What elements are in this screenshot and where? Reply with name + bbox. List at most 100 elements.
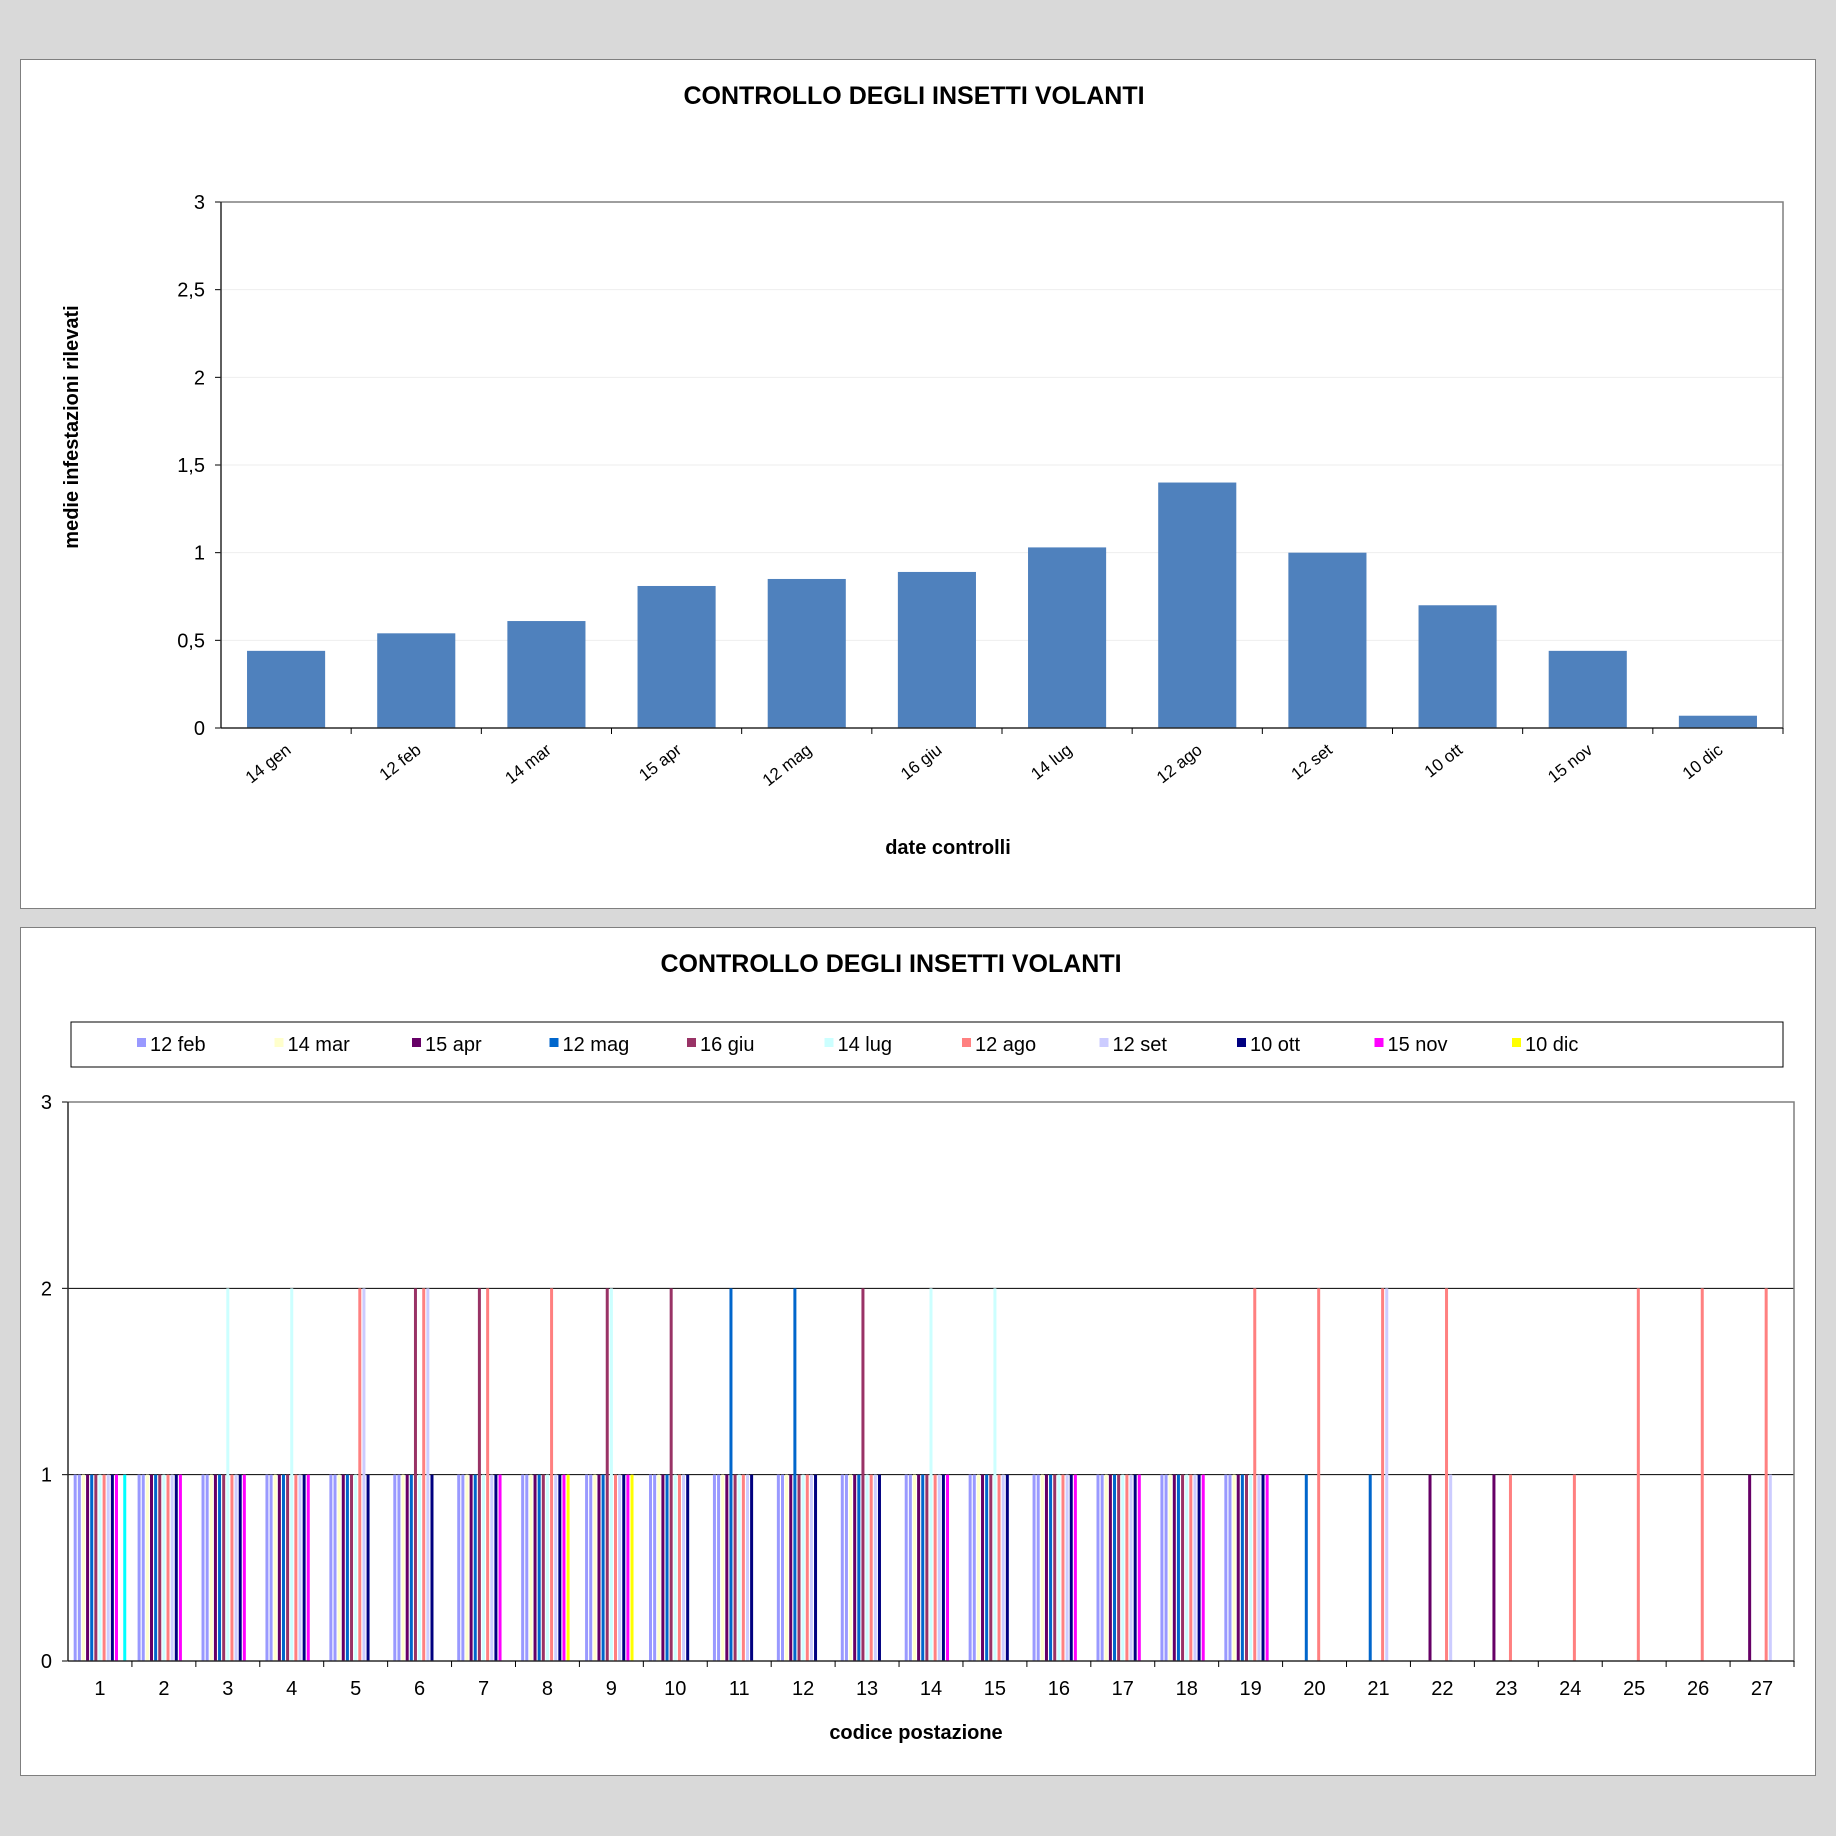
bar-station-19-12 feb — [1228, 1474, 1232, 1661]
bar-station-9-14 mar — [593, 1474, 597, 1661]
x-tick-label: 12 — [792, 1678, 814, 1700]
x-tick-label: 15 — [984, 1678, 1006, 1700]
bar-station-13-15 apr — [853, 1474, 857, 1661]
bar-15-apr — [637, 585, 716, 728]
bar-station-15-14 lug — [993, 1288, 997, 1661]
bar-14-mar — [507, 621, 586, 728]
y-tick-label: 2 — [194, 367, 205, 389]
bar-station-13-14 mar — [849, 1474, 853, 1661]
legend-label: 15 apr — [425, 1034, 482, 1056]
x-tick-label: 12 set — [1288, 740, 1336, 784]
bar-station-5-14 lug — [354, 1474, 358, 1661]
bar-station-5-16 giu — [350, 1474, 354, 1661]
bar-station-12-14 mar — [785, 1474, 789, 1661]
bar-station-17-12 mag — [1113, 1474, 1117, 1661]
x-tick-label: 15 nov — [1544, 740, 1596, 787]
bar-10-ott — [1418, 605, 1497, 728]
bar-station-9-12 set — [618, 1474, 622, 1661]
bar-station-10-10 ott — [686, 1474, 690, 1661]
legend-swatch — [1512, 1038, 1521, 1047]
bar-station-11-14 mar — [721, 1474, 725, 1661]
bar-10-dic — [1678, 715, 1757, 728]
bar-station-24-12 ago — [1572, 1474, 1576, 1661]
bar-station-16-12 set — [1065, 1474, 1069, 1661]
x-tick-label: 18 — [1176, 1678, 1198, 1700]
x-tick-label: 14 — [920, 1678, 942, 1700]
bar-station-11-16 giu — [733, 1474, 737, 1661]
x-tick-label: 5 — [350, 1678, 361, 1700]
x-tick-label: 22 — [1431, 1678, 1453, 1700]
bar-station-2-15 apr — [149, 1474, 153, 1661]
chart-panel-top: CONTROLLO DEGLI INSETTI VOLANTI medie in… — [20, 59, 1816, 909]
bar-station-14-12 feb — [908, 1474, 912, 1661]
bar-station-16-10 ott — [1069, 1474, 1073, 1661]
bar-station-2-16 giu — [158, 1474, 162, 1661]
bar-station-7-12 ago — [486, 1288, 490, 1661]
bar-station-3-12 set — [234, 1474, 238, 1661]
bar-station-6-16 giu — [413, 1288, 417, 1661]
bar-station-22-12 ago — [1445, 1288, 1449, 1661]
bar-station-19-12 mag — [1240, 1474, 1244, 1661]
bar-station-17-14 lug — [1121, 1474, 1125, 1661]
bar-station-4-16 giu — [286, 1474, 290, 1661]
x-tick-label: 27 — [1751, 1678, 1773, 1700]
bar-station-4-12 set — [298, 1474, 302, 1661]
bar-station-27-12 ago — [1764, 1288, 1768, 1661]
bar-station-8-12 mag — [537, 1474, 541, 1661]
bar-station-16-14 lug — [1057, 1474, 1061, 1661]
bar-station-3-15 nov — [242, 1474, 246, 1661]
bar-station-7-16 giu — [477, 1288, 481, 1661]
legend-label: 14 mar — [288, 1034, 351, 1056]
bar-station-1-14 mar — [81, 1474, 85, 1661]
x-axis-title: codice postazione — [829, 1722, 1002, 1744]
legend-swatch — [412, 1038, 421, 1047]
bar-station-4-14 mar — [273, 1474, 277, 1661]
bar-station-14-14 gen — [904, 1474, 908, 1661]
bar-station-18-10 ott — [1197, 1474, 1201, 1661]
bar-station-7-14 gen — [457, 1474, 461, 1661]
bar-station-3-15 apr — [213, 1474, 217, 1661]
bar-station-17-12 feb — [1100, 1474, 1104, 1661]
bar-station-14-12 mag — [921, 1474, 925, 1661]
bar-station-11-15 apr — [725, 1474, 729, 1661]
bar-station-8-15 nov — [562, 1474, 566, 1661]
bar-station-17-14 mar — [1104, 1474, 1108, 1661]
x-tick-label: 7 — [478, 1678, 489, 1700]
bar-station-7-14 mar — [465, 1474, 469, 1661]
bar-station-13-14 gen — [840, 1474, 844, 1661]
x-tick-label: 25 — [1623, 1678, 1645, 1700]
bar-station-10-16 giu — [669, 1288, 673, 1661]
bar-14-gen — [247, 650, 326, 728]
legend-box — [70, 1021, 1784, 1068]
bar-station-10-14 lug — [673, 1474, 677, 1661]
bar-station-10-12 mag — [665, 1474, 669, 1661]
bar-station-23-12 ago — [1508, 1474, 1512, 1661]
bar-station-18-14 gen — [1160, 1474, 1164, 1661]
bar-station-11-10 ott — [750, 1474, 754, 1661]
bar-chart-stations: CONTROLLO DEGLI INSETTI VOLANTI 12 feb 14… — [41, 950, 1795, 1744]
bar-station-19-16 giu — [1244, 1474, 1248, 1661]
bar-station-11-12 ago — [741, 1474, 745, 1661]
bar-station-16-15 apr — [1044, 1474, 1048, 1661]
bar-station-15-12 ago — [997, 1474, 1001, 1661]
bar-station-25-12 ago — [1636, 1288, 1640, 1661]
bar-station-18-15 apr — [1172, 1474, 1176, 1661]
bar-station-10-14 gen — [649, 1474, 653, 1661]
legend-label: 12 mag — [563, 1034, 630, 1056]
x-tick-label: 14 mar — [501, 740, 555, 788]
x-tick-label: 2 — [158, 1678, 169, 1700]
bar-station-20-12 ago — [1317, 1288, 1321, 1661]
bar-station-15-14 gen — [968, 1474, 972, 1661]
bar-station-13-14 lug — [865, 1474, 869, 1661]
bar-station-9-15 apr — [597, 1474, 601, 1661]
chart-title: CONTROLLO DEGLI INSETTI VOLANTI — [683, 82, 1144, 110]
legend-swatch — [962, 1038, 971, 1047]
bar-station-3-16 giu — [222, 1474, 226, 1661]
bar-station-5-14 gen — [329, 1474, 333, 1661]
bar-station-14-14 mar — [912, 1474, 916, 1661]
bar-station-4-12 ago — [294, 1474, 298, 1661]
bar-station-19-15 nov — [1265, 1474, 1269, 1661]
bar-station-19-12 set — [1257, 1474, 1261, 1661]
bar-station-18-12 ago — [1189, 1474, 1193, 1661]
bar-station-12-12 mag — [793, 1288, 797, 1661]
